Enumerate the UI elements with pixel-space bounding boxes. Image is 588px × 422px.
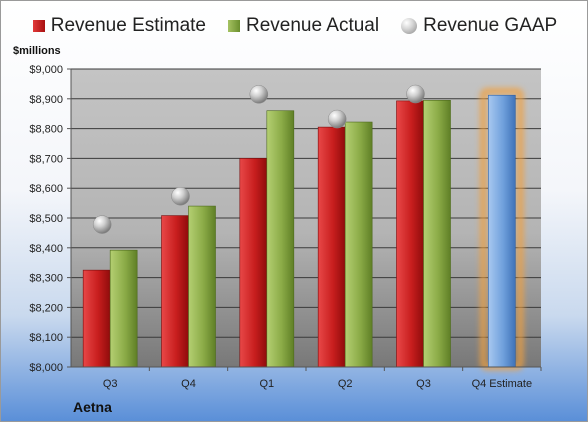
bar-revenue-actual xyxy=(423,99,451,368)
y-tick-label: $8,400 xyxy=(29,243,63,255)
bar-revenue-estimate xyxy=(161,215,189,368)
legend-item-estimate: Revenue Estimate xyxy=(32,15,206,37)
legend: Revenue Estimate Revenue Actual Revenue … xyxy=(1,15,587,37)
legend-label-gaap: Revenue GAAP xyxy=(423,15,558,36)
legend-swatch-gaap xyxy=(401,18,418,34)
point-revenue-gaap xyxy=(327,109,347,129)
x-tick-label: Q2 xyxy=(338,378,353,390)
y-tick-label: $8,500 xyxy=(29,213,63,225)
point-revenue-gaap xyxy=(249,85,269,104)
legend-item-gaap: Revenue GAAP xyxy=(401,15,557,37)
x-tick-label: Q3 xyxy=(103,378,118,390)
y-tick-label: $8,800 xyxy=(29,124,63,136)
bar-q4-estimate xyxy=(488,94,516,368)
point-revenue-gaap xyxy=(171,186,190,206)
bar-revenue-estimate xyxy=(239,158,268,368)
x-tick-label: Q3 xyxy=(416,378,431,390)
legend-label-actual: Revenue Actual xyxy=(246,15,380,36)
legend-item-actual: Revenue Actual xyxy=(228,15,379,37)
y-tick-label: $9,000 xyxy=(29,64,63,76)
units-label: $millions xyxy=(13,45,61,57)
bar-revenue-actual xyxy=(188,205,216,368)
bar-revenue-estimate xyxy=(396,100,424,368)
x-tick-label: Q4 xyxy=(181,378,196,390)
x-tick-label: Q1 xyxy=(259,378,274,390)
x-tick-label: Q4 Estimate xyxy=(472,378,533,390)
legend-swatch-estimate xyxy=(32,20,45,32)
y-tick-label: $8,300 xyxy=(29,273,63,285)
y-tick-label: $8,600 xyxy=(29,183,63,195)
legend-swatch-actual xyxy=(228,20,240,32)
point-revenue-gaap xyxy=(406,84,425,104)
y-tick-label: $8,100 xyxy=(29,332,63,344)
bar-revenue-actual xyxy=(344,121,373,368)
point-revenue-gaap xyxy=(92,215,112,234)
bar-revenue-actual xyxy=(109,249,138,368)
legend-label-estimate: Revenue Estimate xyxy=(50,15,206,36)
y-tick-label: $8,700 xyxy=(29,153,63,165)
y-tick-label: $8,900 xyxy=(29,94,63,106)
y-tick-label: $8,000 xyxy=(29,362,63,374)
bar-revenue-estimate xyxy=(82,269,111,368)
company-name: Aetna xyxy=(73,399,112,415)
bar-revenue-actual xyxy=(266,110,295,368)
y-tick-label: $8,200 xyxy=(29,302,63,314)
bar-revenue-estimate xyxy=(317,126,346,368)
